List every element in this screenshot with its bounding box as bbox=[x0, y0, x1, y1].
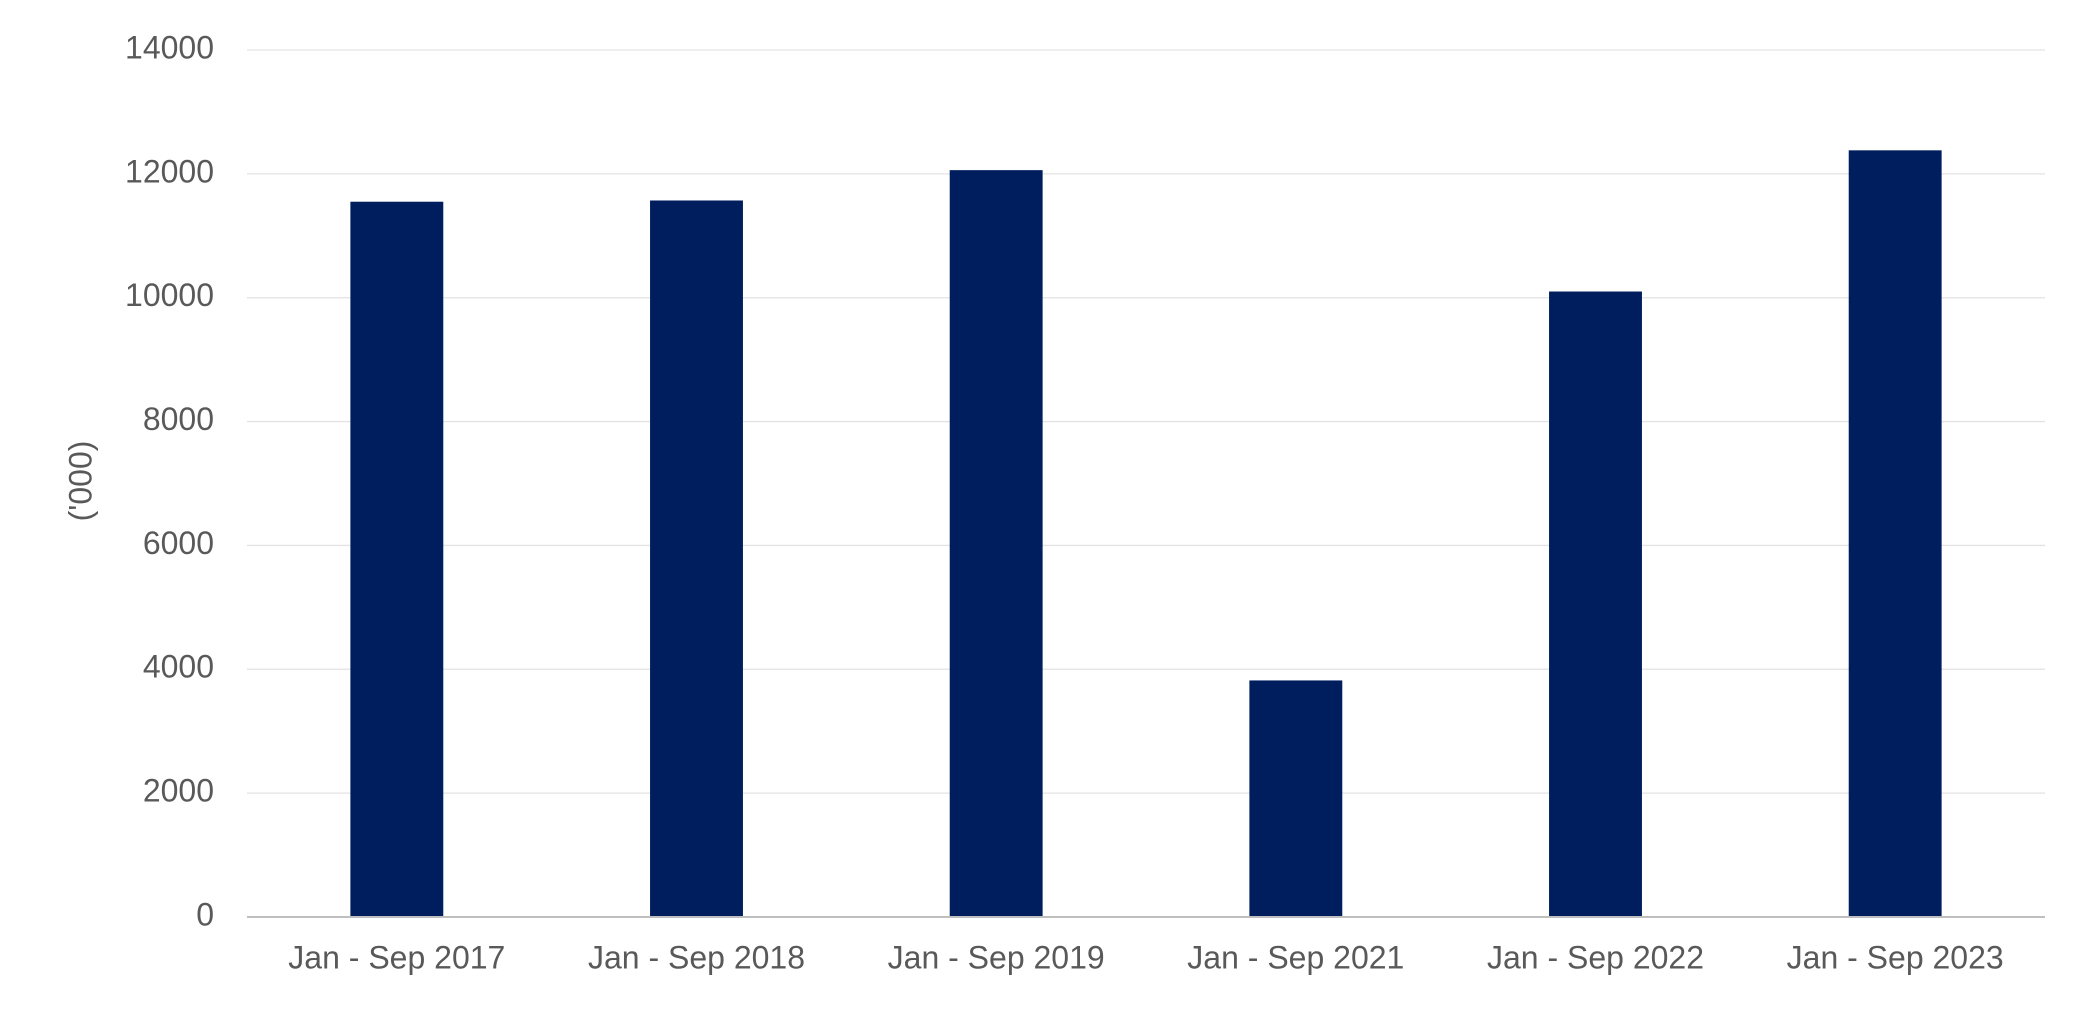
y-tick-label: 10000 bbox=[125, 277, 214, 313]
x-tick-label: Jan - Sep 2022 bbox=[1487, 939, 1704, 975]
y-axis-title: ('000) bbox=[62, 441, 98, 522]
x-tick-label: Jan - Sep 2023 bbox=[1787, 939, 2004, 975]
x-tick-label: Jan - Sep 2019 bbox=[888, 939, 1105, 975]
bar bbox=[1549, 291, 1642, 917]
y-tick-label: 14000 bbox=[125, 29, 214, 65]
bar bbox=[1848, 150, 1942, 917]
y-tick-label: 0 bbox=[196, 896, 214, 932]
x-tick-label: Jan - Sep 2021 bbox=[1187, 939, 1404, 975]
y-tick-label: 8000 bbox=[143, 401, 214, 437]
y-tick-label: 12000 bbox=[125, 153, 214, 189]
y-tick-label: 6000 bbox=[143, 525, 214, 561]
bar bbox=[650, 200, 743, 917]
x-tick-label: Jan - Sep 2017 bbox=[288, 939, 505, 975]
y-tick-label: 2000 bbox=[143, 773, 214, 809]
bar bbox=[1249, 680, 1343, 917]
bar bbox=[949, 170, 1043, 918]
bar bbox=[350, 201, 444, 918]
x-tick-label: Jan - Sep 2018 bbox=[588, 939, 805, 975]
y-tick-label: 4000 bbox=[143, 649, 214, 685]
